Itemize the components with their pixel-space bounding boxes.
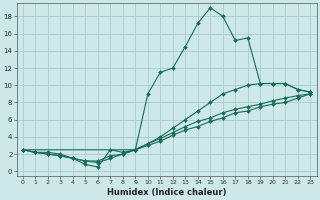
X-axis label: Humidex (Indice chaleur): Humidex (Indice chaleur) — [107, 188, 226, 197]
